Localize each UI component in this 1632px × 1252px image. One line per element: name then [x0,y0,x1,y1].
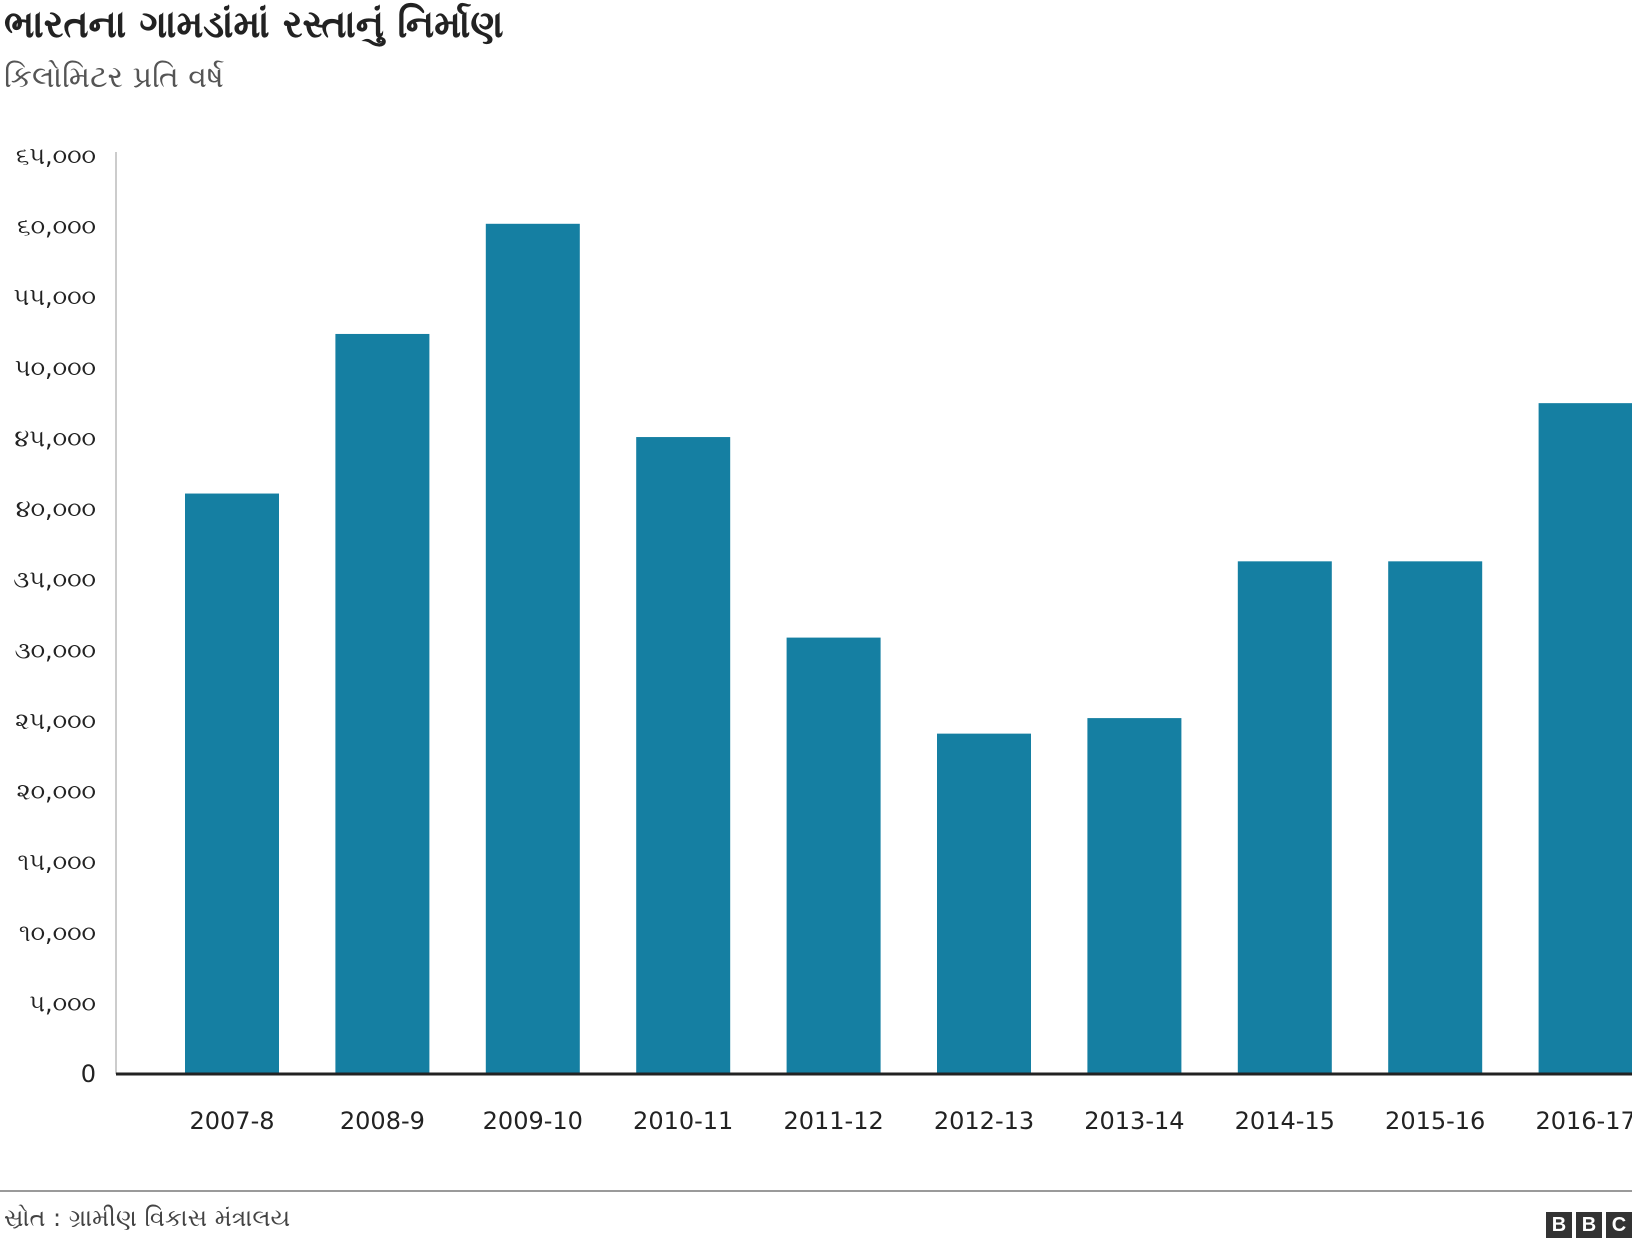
y-tick-label: ૩૫,૦૦૦ [13,566,96,594]
y-tick-label: ૬૦,૦૦૦ [17,213,96,241]
bar-2016-17 [1538,403,1632,1075]
logo-letter-b1: B [1546,1212,1572,1238]
bar-2014-15 [1237,561,1332,1074]
chart-subtitle: કિલોમિટર પ્રતિ વર્ષ [4,60,224,95]
y-tick-label: ૧૫,૦૦૦ [17,848,96,876]
source-note: સ્રોત : ગ્રામીણ વિકાસ મંત્રાલય [4,1204,291,1232]
y-tick-label: 0 [81,1060,96,1088]
x-tick-label: 2008-9 [340,1107,425,1135]
y-tick-label: ૫૦,૦૦૦ [15,354,96,382]
bar-2010-11 [636,437,731,1075]
x-tick-label: 2015-16 [1385,1107,1485,1135]
x-tick-label: 2009-10 [483,1107,583,1135]
x-tick-label: 2016-17 [1535,1107,1632,1135]
footer-divider [0,1190,1632,1192]
y-tick-label: ૩૦,૦૦૦ [15,636,96,664]
x-tick-label: 2007-8 [189,1107,274,1135]
x-tick-label: 2014-15 [1235,1107,1335,1135]
bar-chart: 0 ૫,૦૦૦ ૧૦,૦૦૦ ૧૫,૦૦૦ ૨૦,૦૦૦ ૨૫,૦૦૦ ૩૦,૦૦૦ ૩૫,૦… [13,142,1632,1135]
logo-letter-c: C [1606,1212,1632,1238]
x-tick-label: 2013-14 [1084,1107,1184,1135]
y-tick-label: ૪૦,૦૦૦ [16,495,96,523]
x-tick-label: 2012-13 [934,1107,1034,1135]
y-tick-label: ૪૫,૦૦૦ [14,424,96,452]
bar-2012-13 [937,733,1031,1074]
y-tick-label: ૬૫,૦૦૦ [16,142,96,170]
bbc-logo: B B C [1546,1212,1632,1238]
x-tick-label: 2010-11 [633,1107,733,1135]
y-tick-label: ૨૦,૦૦૦ [16,778,96,806]
y-tick-label: ૨૫,૦૦૦ [15,707,96,735]
chart-title: ભારતના ગામડાંમાં રસ્તાનું નિર્માણ [4,2,504,46]
y-tick-label: ૧૦,૦૦૦ [19,919,96,947]
bar-2015-16 [1388,561,1483,1074]
x-tick-label: 2011-12 [783,1107,883,1135]
bar-2013-14 [1087,718,1182,1074]
bar-2008-9 [335,333,430,1074]
bar-2007-8 [185,493,279,1075]
y-tick-label: ૫,૦૦૦ [29,989,96,1017]
bar-2009-10 [485,223,580,1074]
bar-2011-12 [786,637,881,1074]
y-tick-label: ૫૫,૦૦૦ [13,283,96,311]
logo-letter-b2: B [1576,1212,1602,1238]
